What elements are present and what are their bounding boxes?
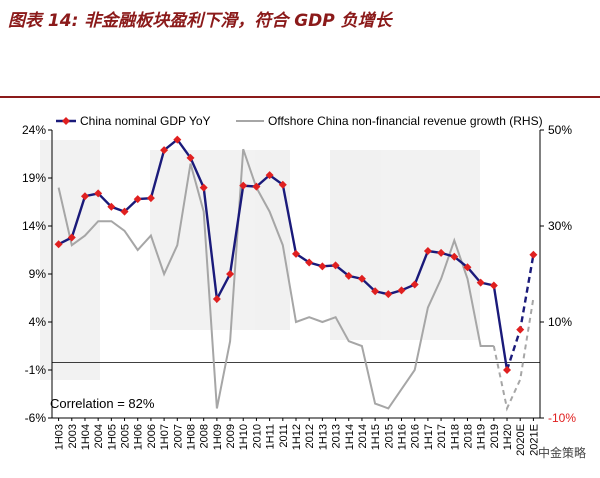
left-tick-label: -1% (25, 363, 47, 377)
revenue-forecast-line (492, 297, 535, 412)
gdp-point (305, 258, 314, 267)
gdp-point (357, 274, 366, 283)
gdp-point (331, 261, 340, 270)
x-tick-label: 2007 (172, 424, 184, 448)
gdp-point (80, 192, 89, 201)
x-tick-label: 2012 (304, 424, 316, 448)
gdp-point (318, 262, 327, 271)
x-tick-label: 1H05 (106, 424, 118, 450)
legend-gdp-marker (62, 117, 70, 125)
x-tick-label: 1H12 (291, 424, 303, 450)
x-tick-label: 1H07 (159, 424, 171, 450)
x-tick-label: 1H15 (370, 424, 382, 450)
x-tick-label: 1H08 (185, 424, 197, 450)
left-tick-label: -6% (25, 411, 47, 425)
gdp-point (384, 290, 393, 299)
gdp-point (239, 181, 248, 190)
x-tick-label: 2016 (410, 424, 422, 448)
right-tick-label: 50% (548, 123, 572, 137)
title-divider (0, 96, 600, 98)
gdp-point (160, 146, 169, 155)
gdp-point (450, 252, 459, 261)
x-tick-label: 2010 (251, 424, 263, 448)
x-tick-label: 2004 (93, 424, 105, 448)
gdp-point (463, 263, 472, 272)
gdp-point (423, 246, 432, 255)
x-tick-label: 1H11 (265, 424, 277, 449)
gdp-point (94, 189, 103, 198)
gdp-point (186, 153, 195, 162)
x-tick-label: 2011 (278, 424, 290, 448)
x-tick-label: 2006 (146, 424, 158, 448)
gdp-point (173, 135, 182, 144)
right-tick-label: 10% (548, 315, 572, 329)
gdp-point (397, 286, 406, 295)
x-tick-label: 2021E (528, 424, 540, 456)
left-tick-label: 19% (22, 171, 46, 185)
gdp-point (476, 278, 485, 287)
x-tick-label: 2014 (357, 424, 369, 448)
left-tick-label: 24% (22, 123, 46, 137)
right-tick-label: -10% (548, 411, 576, 425)
gdp-point (503, 366, 512, 374)
x-tick-label: 2003 (67, 424, 79, 448)
gdp-forecast-line (505, 254, 535, 371)
chart-title: 图表 14: 非金融板块盈利下滑，符合 GDP 负增长 (8, 11, 392, 31)
x-tick-label: 1H20 (502, 424, 514, 450)
correlation-annotation: Correlation = 82% (50, 396, 155, 411)
legend-revenue-label: Offshore China non-financial revenue gro… (268, 114, 543, 128)
x-tick-label: 2017 (436, 424, 448, 448)
gdp-point (516, 325, 525, 334)
x-tick-label: 2005 (120, 424, 132, 448)
x-tick-label: 1H10 (238, 424, 250, 450)
left-tick-label: 4% (29, 315, 47, 329)
x-tick-label: 2008 (199, 424, 211, 448)
gdp-point (265, 171, 274, 180)
gdp-point (133, 195, 142, 204)
gdp-point (54, 240, 63, 249)
gdp-point (437, 248, 446, 257)
right-tick-label: 30% (548, 219, 572, 233)
left-tick-label: 14% (22, 219, 46, 233)
gdp-point (371, 287, 380, 296)
x-tick-label: 2009 (225, 424, 237, 448)
x-tick-label: 1H14 (344, 424, 356, 450)
legend-gdp-label: China nominal GDP YoY (80, 114, 211, 128)
gdp-point (278, 180, 287, 189)
left-tick-label: 9% (29, 267, 47, 281)
source-watermark: 中金策略 (537, 446, 586, 460)
revenue-series-line (57, 148, 494, 410)
x-tick-label: 1H13 (317, 424, 329, 450)
x-tick-label: 1H18 (449, 424, 461, 450)
x-tick-label: 1H04 (80, 424, 92, 450)
gdp-point (344, 271, 353, 280)
x-tick-label: 2013 (331, 424, 343, 448)
x-tick-label: 2020E (515, 424, 527, 456)
x-tick-label: 2018 (462, 424, 474, 448)
x-tick-label: 1H17 (423, 424, 435, 450)
background-watermark (40, 140, 480, 380)
gdp-point (67, 233, 76, 242)
gdp-point (120, 207, 129, 216)
x-tick-label: 1H03 (54, 424, 66, 450)
x-tick-label: 1H06 (133, 424, 145, 450)
gdp-point (292, 249, 300, 258)
gdp-point (146, 194, 155, 203)
x-tick-label: 1H19 (476, 424, 488, 450)
x-tick-label: 2015 (383, 424, 395, 448)
gdp-point (212, 294, 221, 303)
gdp-point (489, 281, 498, 290)
x-tick-label: 1H16 (397, 424, 409, 450)
gdp-point (252, 182, 261, 191)
x-tick-label: 2019 (489, 424, 501, 448)
gdp-point (226, 270, 235, 278)
gdp-point (107, 202, 116, 211)
gdp-point (199, 183, 208, 192)
gdp-point (529, 250, 538, 259)
gdp-point (410, 280, 419, 289)
x-tick-label: 1H09 (212, 424, 224, 450)
